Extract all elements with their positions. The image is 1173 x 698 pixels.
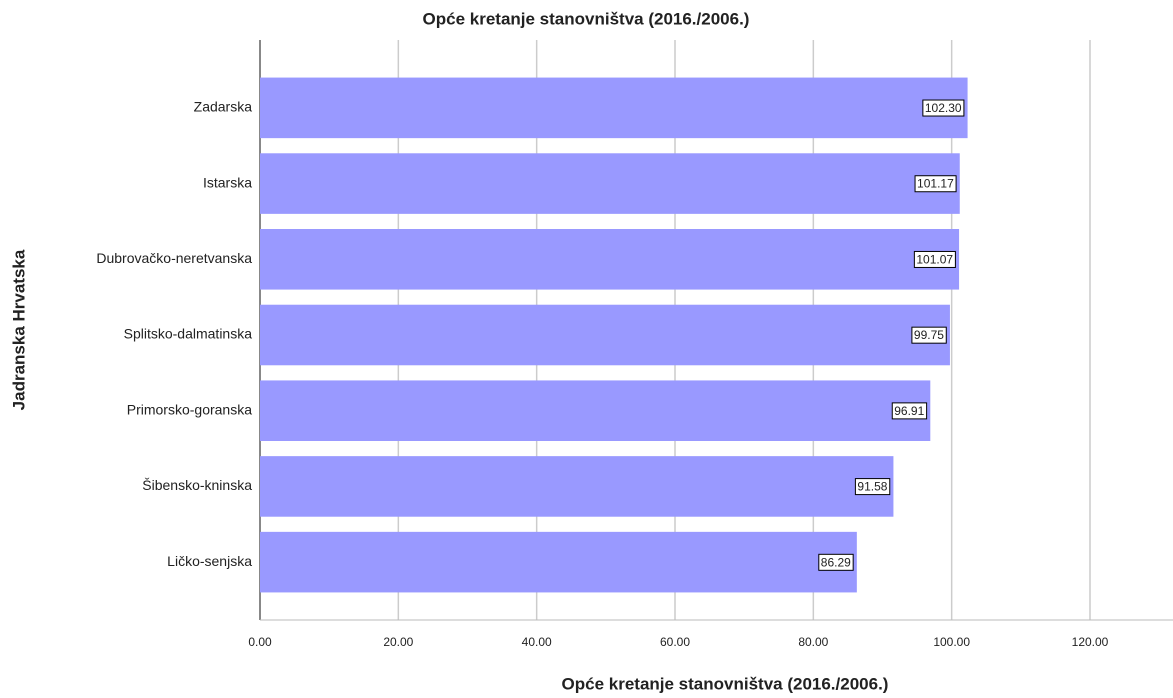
value-label: 86.29	[821, 555, 851, 569]
x-tick-label: 80.00	[798, 635, 828, 649]
bar	[260, 456, 894, 517]
value-label: 101.17	[917, 177, 954, 191]
bar	[260, 153, 960, 214]
bar	[260, 77, 968, 139]
y-tick-label: Ličko-senjska	[167, 553, 252, 569]
y-tick-label: Splitsko-dalmatinska	[124, 326, 253, 342]
value-label-box	[913, 250, 956, 268]
value-label: 102.30	[925, 101, 962, 115]
value-label-box	[854, 478, 891, 496]
bar	[260, 304, 950, 366]
y-tick-label: Istarska	[203, 174, 252, 190]
chart-title: Opće kretanje stanovništva (2016./2006.)	[423, 9, 750, 28]
value-label: 96.91	[894, 404, 924, 418]
value-label-box	[891, 402, 928, 420]
y-tick-label: Zadarska	[194, 99, 253, 115]
bar	[260, 229, 960, 290]
y-axis-title: Jadranska Hrvatska	[9, 249, 28, 410]
value-label-box	[911, 326, 947, 344]
x-tick-label: 0.00	[248, 635, 272, 649]
y-tick-label: Šibensko-kninska	[142, 477, 252, 493]
x-tick-label: 100.00	[933, 635, 970, 649]
value-label-box	[818, 553, 854, 571]
value-label-box	[922, 99, 965, 117]
value-label: 91.58	[857, 480, 887, 494]
value-label: 99.75	[914, 328, 944, 342]
bar	[260, 531, 857, 593]
bar	[260, 380, 931, 441]
x-tick-label: 60.00	[660, 635, 690, 649]
x-tick-label: 40.00	[522, 635, 552, 649]
value-label: 101.07	[916, 252, 953, 266]
value-label-box	[914, 175, 957, 193]
x-axis-title: Opće kretanje stanovništva (2016./2006.)	[562, 674, 889, 693]
y-tick-label: Primorsko-goranska	[127, 401, 252, 417]
y-tick-label: Dubrovačko-neretvanska	[96, 250, 252, 266]
x-tick-label: 120.00	[1072, 635, 1109, 649]
x-tick-label: 20.00	[383, 635, 413, 649]
